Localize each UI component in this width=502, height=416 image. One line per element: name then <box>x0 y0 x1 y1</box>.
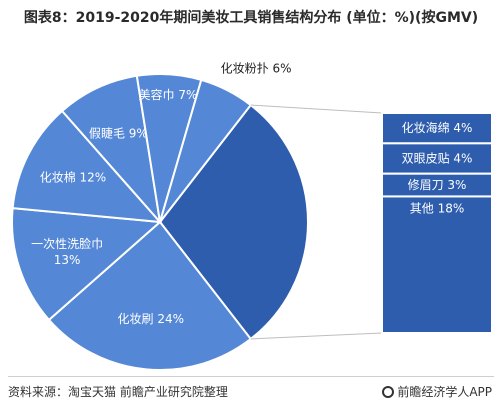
bar-label-1: 双眼皮贴 4% <box>402 152 473 166</box>
slice-label-2-value: 13% <box>54 253 81 267</box>
source-note: 资料来源：淘宝天猫 前瞻产业研究院整理 <box>8 385 228 399</box>
pie-slice-0 <box>158 103 309 341</box>
footer-divider <box>8 376 494 377</box>
brand-text: 前瞻经济学人APP <box>397 385 492 399</box>
connector-line-0 <box>250 104 383 114</box>
slice-label-6: 化妆粉扑 6% <box>221 62 292 76</box>
bar-label-2: 修眉刀 3% <box>408 177 467 192</box>
pie-slice-1 <box>47 220 253 371</box>
bar-segment-3 <box>381 195 493 334</box>
pie-slice-6 <box>159 78 253 223</box>
slice-label-2: 一次性洗脸巾 <box>31 237 103 251</box>
pie-slice-4 <box>60 74 162 226</box>
chart-title: 图表8：2019-2020年期间美妆工具销售结构分布 (单位：%)(按GMV) <box>23 10 479 26</box>
brand-logo-icon <box>382 386 395 398</box>
pie-slice-2 <box>11 206 163 322</box>
bar-label-0: 化妆海绵 4% <box>402 120 473 135</box>
bar-label-3: 其他 18% <box>410 201 465 215</box>
bar-segment-1 <box>381 142 493 175</box>
slice-label-4: 假睫毛 9% <box>89 127 148 141</box>
slice-label-5: 美容巾 7% <box>139 87 198 102</box>
brand-label: 前瞻经济学人APP <box>382 383 492 400</box>
slice-label-1: 化妆刷 24% <box>118 312 185 326</box>
connector-line-1 <box>250 332 383 340</box>
slice-label-3: 化妆棉 12% <box>40 171 107 185</box>
pie-slice-3 <box>11 109 163 224</box>
bar-segment-0 <box>381 112 493 145</box>
